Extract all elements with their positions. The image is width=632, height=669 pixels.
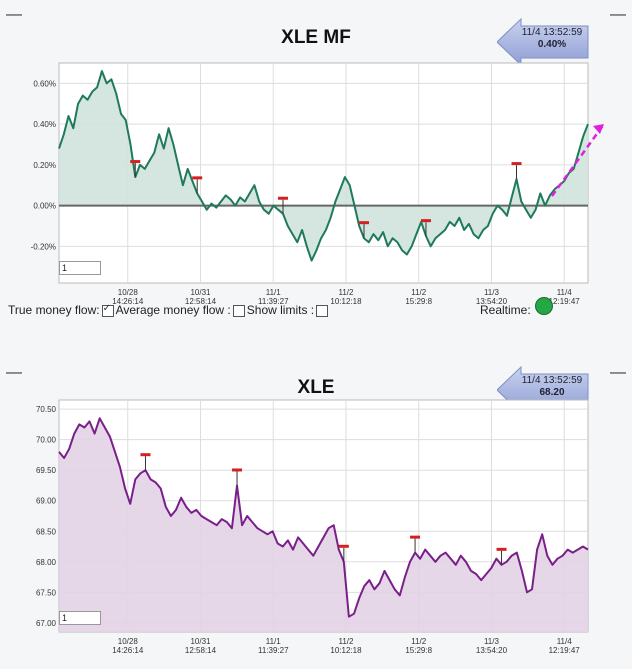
x-tick-date: 11/1 <box>266 637 282 646</box>
series-line <box>58 417 589 618</box>
y-tick-label: 70.00 <box>36 436 57 445</box>
event-marker <box>420 219 431 237</box>
x-tick-time: 15:29:8 <box>405 646 432 655</box>
x-tick-time: 12:19:47 <box>549 646 581 655</box>
x-tick-date: 11/4 <box>557 637 573 646</box>
y-tick-label: 69.50 <box>36 466 57 475</box>
x-tick-date: 10/31 <box>190 637 211 646</box>
x-tick-time: 10:12:18 <box>330 297 362 305</box>
average-money-flow-checkbox[interactable] <box>232 304 245 317</box>
x-tick-time: 11:39:27 <box>258 646 289 655</box>
trend-arrow-icon <box>550 123 606 197</box>
event-marker <box>338 544 349 562</box>
chart-controls: True money flow: Average money flow : Show… <box>8 303 330 317</box>
zoom-input[interactable]: 1 <box>59 261 101 275</box>
x-tick-time: 12:58:14 <box>185 646 217 655</box>
collapse-icon[interactable]: — <box>6 364 22 381</box>
series-line <box>58 70 589 262</box>
event-marker <box>140 453 151 471</box>
x-tick-date: 10/28 <box>118 637 139 646</box>
badge-time: 11/4 13:52:59 <box>521 27 583 38</box>
price-panel: — — XLE 11/4 13:52:59 68.20 70.50 70.00 69… <box>0 360 632 669</box>
show-limits-label: Show limits : <box>246 303 315 317</box>
x-tick-date: 11/2 <box>338 288 354 297</box>
x-tick-time: 12:19:47 <box>549 297 581 305</box>
y-tick-label: 0.00% <box>33 202 56 211</box>
x-tick-time: 12:58:14 <box>185 297 217 305</box>
y-tick-label: 0.20% <box>33 161 56 170</box>
event-marker <box>410 535 421 553</box>
collapse-icon[interactable]: — <box>610 6 626 23</box>
area-fill <box>59 418 588 632</box>
x-tick-time: 15:29:8 <box>405 297 432 305</box>
realtime-label: Realtime: <box>480 303 531 317</box>
zoom-input[interactable]: 1 <box>59 611 101 625</box>
x-tick-time: 14:26:14 <box>112 646 144 655</box>
true-money-flow-checkbox[interactable] <box>101 303 114 317</box>
collapse-icon[interactable]: — <box>610 364 626 381</box>
x-tick-time: 13:54:20 <box>476 646 508 655</box>
y-tick-label: 70.50 <box>36 405 57 414</box>
x-tick-date: 11/4 <box>557 288 573 297</box>
x-tick-date: 11/3 <box>484 637 500 646</box>
y-tick-label: 67.00 <box>36 619 57 628</box>
badge-value: 0.40% <box>537 39 567 50</box>
badge-value: 68.20 <box>539 387 565 398</box>
price-chart[interactable]: 70.50 70.00 69.50 69.00 68.50 68.00 67.50 67.00… <box>0 360 632 669</box>
event-marker <box>359 221 370 239</box>
badge-time: 11/4 13:52:59 <box>521 375 583 386</box>
event-marker <box>232 468 243 486</box>
y-tick-label: -0.20% <box>31 242 56 251</box>
chart-title: XLE MF <box>281 27 351 48</box>
event-marker <box>192 176 203 194</box>
x-tick-time: 11:39:27 <box>258 297 289 305</box>
show-limits-checkbox[interactable] <box>316 304 329 317</box>
chart-title: XLE <box>297 377 335 398</box>
money-flow-panel: — — XLE MF 11/4 13:52:59 0.40% 0.60% 0.40… <box>0 0 632 330</box>
event-marker <box>130 160 141 178</box>
average-money-flow-label: Average money flow : <box>115 303 231 317</box>
x-tick-date: 11/1 <box>266 288 282 297</box>
x-tick-time: 13:54:20 <box>476 297 508 305</box>
x-tick-date: 11/2 <box>411 288 427 297</box>
y-tick-label: 0.60% <box>33 79 56 88</box>
y-tick-label: 68.50 <box>36 527 57 536</box>
event-marker <box>277 196 288 214</box>
realtime-indicator-icon[interactable] <box>535 297 553 315</box>
x-tick-date: 11/2 <box>411 637 427 646</box>
event-marker <box>511 162 522 180</box>
y-tick-label: 68.00 <box>36 558 57 567</box>
event-marker <box>496 547 507 565</box>
x-tick-date: 11/2 <box>338 637 354 646</box>
y-tick-label: 69.00 <box>36 497 57 506</box>
last-value-badge: 11/4 13:52:59 0.40% <box>497 18 589 66</box>
x-tick-date: 11/3 <box>484 288 500 297</box>
true-money-flow-label: True money flow: <box>8 303 100 317</box>
y-tick-label: 67.50 <box>36 588 57 597</box>
collapse-icon[interactable]: — <box>6 6 22 23</box>
area-fill <box>59 71 588 261</box>
y-tick-label: 0.40% <box>33 120 56 129</box>
x-tick-date: 10/31 <box>190 288 211 297</box>
x-tick-date: 10/28 <box>118 288 139 297</box>
x-tick-time: 10:12:18 <box>330 646 362 655</box>
x-tick-time: 14:26:14 <box>112 297 144 305</box>
